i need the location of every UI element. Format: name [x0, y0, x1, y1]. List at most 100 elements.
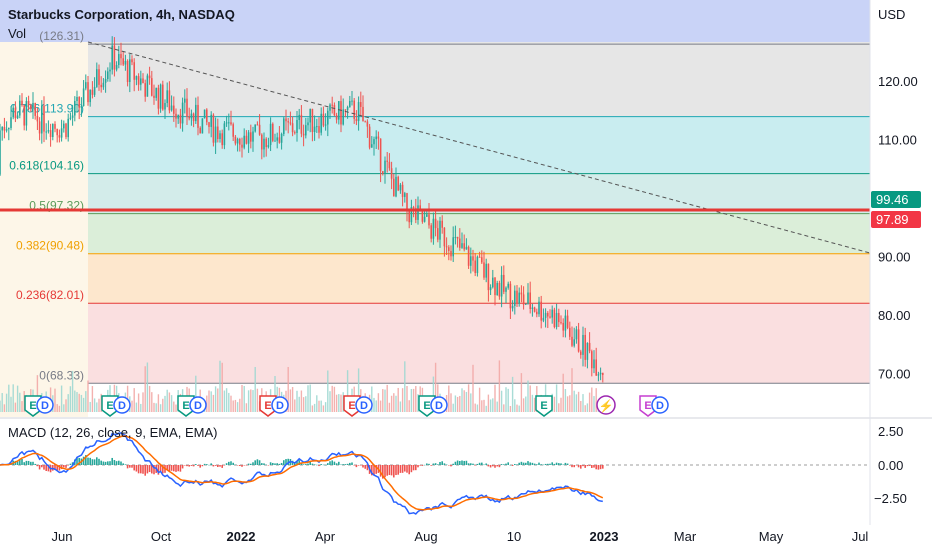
- candle-body: [1, 127, 3, 131]
- macd-hist-bar: [401, 465, 404, 473]
- macd-hist-bar: [518, 462, 520, 465]
- candle-body: [272, 123, 274, 141]
- volume-bar: [489, 399, 492, 412]
- candle-body: [225, 122, 228, 124]
- time-tick: Oct: [151, 529, 172, 544]
- earnings-marker[interactable]: E: [535, 395, 553, 417]
- time-tick: 10: [507, 529, 521, 544]
- candle-body: [313, 126, 316, 133]
- volume-bar: [406, 385, 408, 412]
- candle-body: [43, 105, 45, 132]
- candle-body: [533, 307, 536, 312]
- chart-title: Starbucks Corporation, 4h, NASDAQ: [8, 7, 235, 22]
- split-marker[interactable]: ⚡: [596, 395, 616, 415]
- macd-hist-bar: [96, 457, 98, 465]
- macd-hist-bar: [346, 463, 349, 465]
- candle-body: [421, 210, 424, 222]
- volume-bar: [166, 389, 168, 412]
- dividend-icon[interactable]: [36, 396, 54, 414]
- price-tick: 120.00: [878, 74, 918, 89]
- macd-hist-bar: [41, 465, 43, 468]
- fib-label: 0.236(82.01): [16, 288, 84, 302]
- volume-bar: [569, 395, 571, 412]
- macd-hist-bar: [166, 465, 168, 471]
- dividend-icon[interactable]: [189, 396, 207, 414]
- trendline[interactable]: [87, 41, 871, 254]
- volume-bar: [151, 392, 153, 412]
- fib-label: 0.382(90.48): [16, 239, 84, 253]
- volume-bar: [434, 362, 437, 412]
- volume-bar: [14, 402, 17, 412]
- macd-hist-bar: [186, 465, 188, 467]
- candle-body: [60, 128, 63, 138]
- macd-hist-bar: [19, 459, 21, 465]
- macd-hist-bar: [333, 461, 336, 465]
- macd-hist-bar: [272, 462, 274, 465]
- candle-body: [27, 100, 30, 106]
- candle-body: [32, 102, 34, 109]
- macd-hist-bar: [225, 463, 228, 465]
- macd-axis[interactable]: 2.50 0.00 −2.50: [874, 424, 907, 506]
- macd-tick: 0.00: [878, 458, 903, 473]
- candle-body: [373, 139, 375, 145]
- macd-hist-bar: [199, 465, 201, 468]
- volume-bar: [63, 404, 65, 412]
- candle-body: [230, 122, 232, 125]
- volume-bar: [467, 384, 470, 412]
- dividend-icon[interactable]: [271, 396, 289, 414]
- candle-body: [195, 104, 197, 122]
- fib-label: 0.618(104.16): [9, 159, 84, 173]
- macd-hist-bar: [536, 464, 538, 465]
- candle-body: [0, 130, 1, 175]
- candle-body: [265, 138, 267, 148]
- candle-body: [540, 301, 542, 321]
- candle-body: [377, 136, 380, 139]
- macd-hist-bar: [243, 465, 245, 466]
- macd-hist-bar: [516, 464, 518, 465]
- dividend-icon[interactable]: [651, 396, 669, 414]
- macd-hist-bar: [580, 465, 582, 469]
- dividend-icon[interactable]: [355, 396, 373, 414]
- macd-hist-bar: [360, 465, 362, 466]
- candle-body: [465, 246, 468, 250]
- macd-hist-bar: [126, 465, 129, 469]
- time-axis[interactable]: Jun Oct 2022 Apr Aug 10 2023 Mar May Jul: [52, 529, 869, 544]
- candle-body: [388, 161, 391, 169]
- candle-body: [38, 121, 41, 134]
- macd-hist-bar: [122, 463, 124, 465]
- macd-hist-bar: [175, 465, 177, 472]
- macd-hist-bar: [137, 465, 140, 474]
- macd-hist-bar: [179, 465, 182, 472]
- dividend-icon[interactable]: [113, 396, 131, 414]
- candle-body: [584, 334, 586, 360]
- volume-bar: [252, 390, 254, 412]
- macd-hist-bar: [547, 463, 549, 465]
- volume-bar: [357, 368, 360, 412]
- macd-hist-bar: [30, 461, 32, 465]
- macd-hist-bar: [201, 465, 204, 467]
- macd-hist-bar: [514, 463, 516, 465]
- candle-body: [214, 126, 217, 143]
- volume-bar: [148, 385, 151, 412]
- volume-bar: [338, 394, 340, 412]
- volume-bar: [320, 400, 322, 412]
- macd-hist-bar: [476, 463, 479, 465]
- macd-hist-bar: [151, 465, 153, 474]
- volume-bar: [80, 394, 83, 412]
- candle-body: [544, 312, 547, 318]
- dividend-icon[interactable]: [430, 396, 448, 414]
- candle-body: [173, 105, 175, 114]
- event-markers: E D E D E D E D E D E D E E D ⚡: [24, 395, 669, 417]
- candle-body: [243, 135, 245, 148]
- volume-bar: [481, 400, 483, 412]
- candle-body: [113, 45, 116, 70]
- macd-hist-bar: [599, 465, 602, 470]
